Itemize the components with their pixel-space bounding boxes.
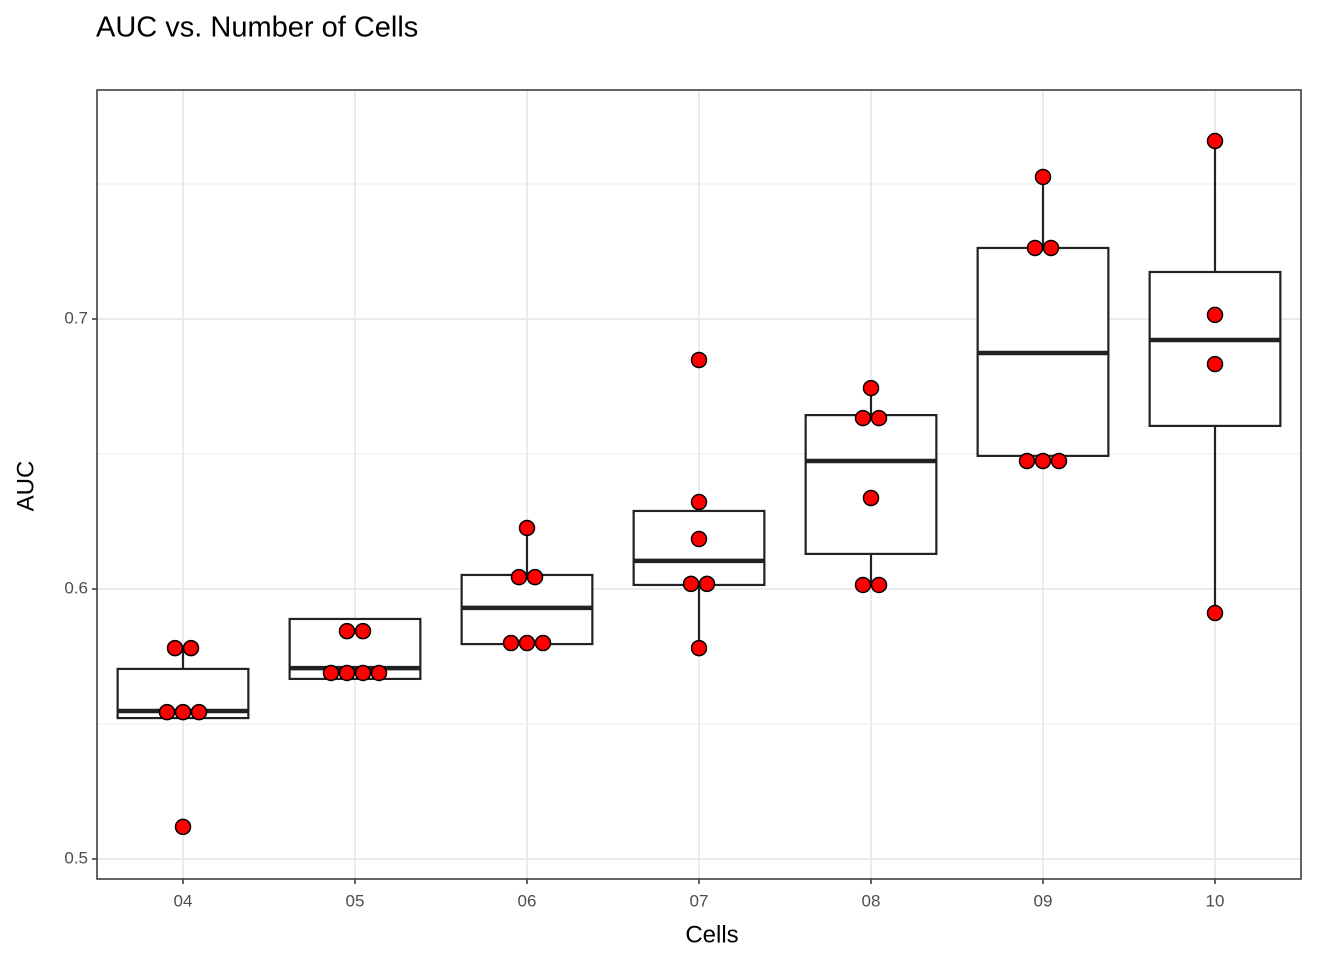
data-point xyxy=(1206,604,1224,622)
x-tick-label: 06 xyxy=(518,891,537,910)
data-point xyxy=(158,703,176,721)
data-point xyxy=(174,818,192,836)
data-point xyxy=(862,379,880,397)
data-point xyxy=(1206,132,1224,150)
x-tick-label: 05 xyxy=(346,891,365,910)
data-point xyxy=(510,568,528,586)
box xyxy=(804,414,938,555)
data-point xyxy=(1206,306,1224,324)
data-point xyxy=(854,409,872,427)
data-point xyxy=(1018,452,1036,470)
data-point xyxy=(854,576,872,594)
data-point xyxy=(322,664,340,682)
y-axis-label: AUC xyxy=(12,461,39,512)
data-point xyxy=(518,634,536,652)
x-tick-label: 09 xyxy=(1034,891,1053,910)
box xyxy=(632,509,766,587)
data-point xyxy=(870,576,888,594)
data-point xyxy=(698,575,716,593)
box xyxy=(1148,270,1282,428)
x-tick-label: 08 xyxy=(862,891,881,910)
data-point xyxy=(182,639,200,657)
data-point xyxy=(526,568,544,586)
data-point xyxy=(534,634,552,652)
x-axis-label: Cells xyxy=(685,921,738,948)
data-point xyxy=(354,664,372,682)
data-point xyxy=(1026,239,1044,257)
y-tick-label: 0.7 xyxy=(64,308,88,327)
data-point xyxy=(370,664,388,682)
data-point xyxy=(862,489,880,507)
data-point xyxy=(338,622,356,640)
panel-border xyxy=(96,89,1302,880)
data-point xyxy=(690,351,708,369)
data-point xyxy=(1034,168,1052,186)
data-point xyxy=(166,639,184,657)
y-tick-label: 0.5 xyxy=(64,849,88,868)
data-point xyxy=(1034,452,1052,470)
data-point xyxy=(502,634,520,652)
data-point xyxy=(690,493,708,511)
x-tick-label: 04 xyxy=(174,891,193,910)
data-point xyxy=(1206,355,1224,373)
data-point xyxy=(870,409,888,427)
data-point xyxy=(190,703,208,721)
chart-title: AUC vs. Number of Cells xyxy=(96,12,418,44)
data-point xyxy=(690,530,708,548)
data-point xyxy=(690,639,708,657)
data-point xyxy=(682,575,700,593)
data-point xyxy=(338,664,356,682)
data-point xyxy=(174,703,192,721)
data-point xyxy=(1050,452,1068,470)
data-point xyxy=(1042,239,1060,257)
x-tick-label: 10 xyxy=(1206,891,1225,910)
data-point xyxy=(518,519,536,537)
x-tick-label: 07 xyxy=(690,891,709,910)
y-tick-label: 0.6 xyxy=(64,578,88,597)
data-point xyxy=(354,622,372,640)
